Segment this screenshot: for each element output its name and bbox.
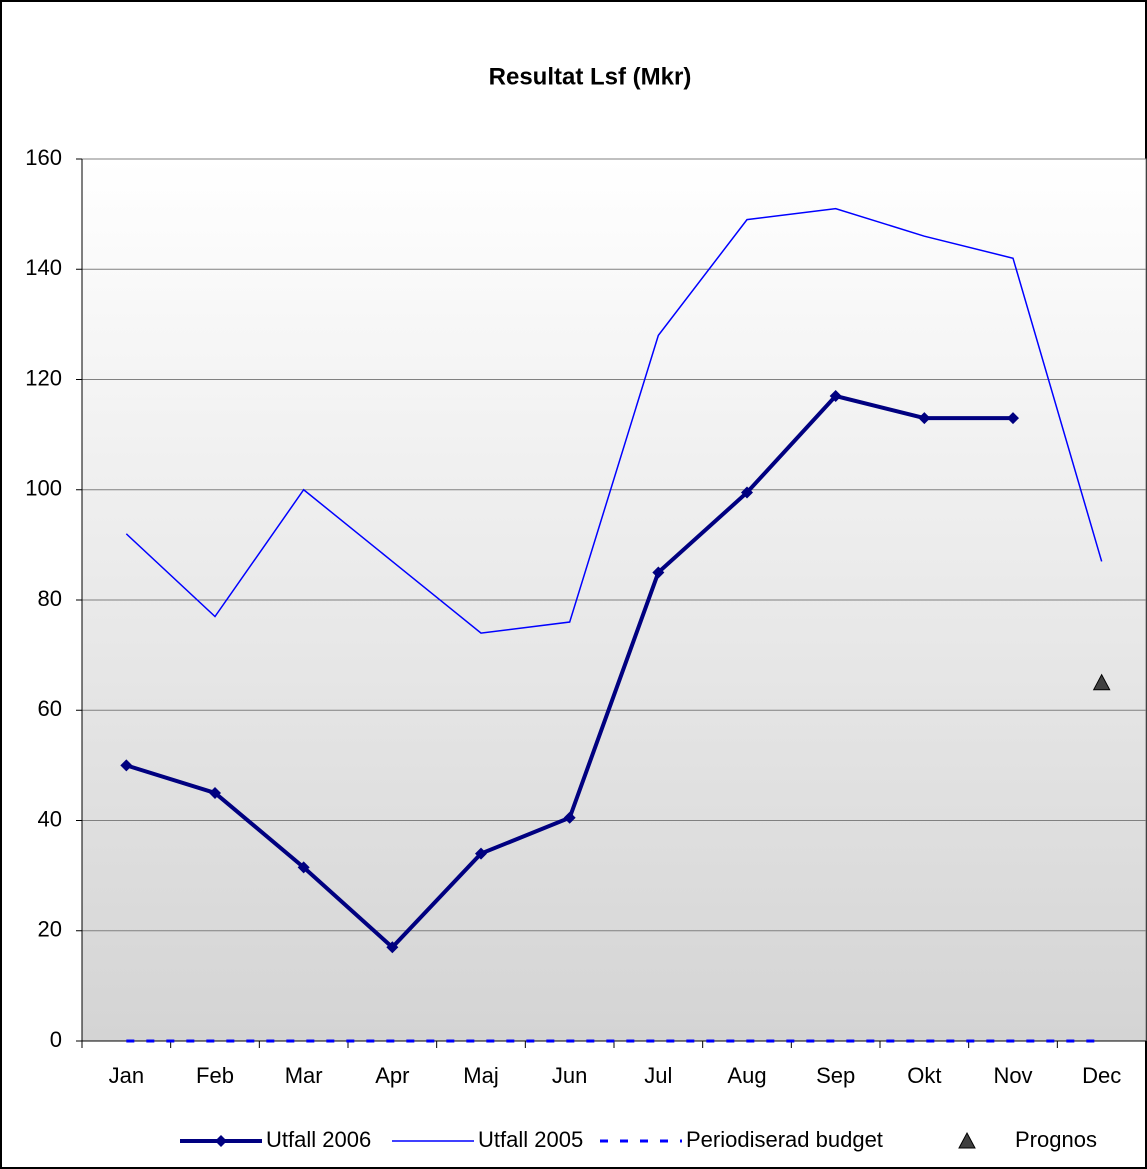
marker <box>209 786 221 799</box>
x-tick-label: Nov <box>993 1063 1032 1088</box>
legend-label: Prognos <box>1015 1127 1097 1152</box>
marker <box>918 412 931 425</box>
y-tick-label: 140 <box>25 255 62 280</box>
marker <box>1007 412 1019 425</box>
marker <box>829 390 842 403</box>
y-tick-label: 20 <box>38 917 62 942</box>
marker <box>652 566 665 579</box>
legend-label: Periodiserad budget <box>686 1127 883 1152</box>
y-tick-label: 160 <box>25 145 62 170</box>
marker <box>563 811 576 824</box>
legend-marker <box>215 1135 227 1147</box>
legend-label: Utfall 2006 <box>266 1127 371 1152</box>
y-tick-label: 60 <box>38 696 62 721</box>
legend-marker <box>958 1131 976 1149</box>
legend-label: Utfall 2005 <box>478 1127 583 1152</box>
y-tick-label: 0 <box>50 1027 62 1052</box>
marker <box>386 941 399 954</box>
x-tick-label: Aug <box>727 1063 766 1088</box>
y-tick-label: 80 <box>38 586 62 611</box>
chart-title: Resultat Lsf (Mkr) <box>489 63 692 90</box>
x-tick-label: Jan <box>109 1063 144 1088</box>
y-tick-label: 120 <box>25 365 62 390</box>
marker <box>741 486 753 499</box>
y-tick-label: 40 <box>38 806 62 831</box>
x-tick-label: Maj <box>463 1063 498 1088</box>
series-line <box>125 207 1103 634</box>
x-tick-label: Feb <box>196 1063 234 1088</box>
x-tick-label: Mar <box>285 1063 323 1088</box>
marker <box>297 861 310 874</box>
marker <box>475 847 487 860</box>
marker <box>120 759 133 772</box>
x-tick-label: Dec <box>1082 1063 1121 1088</box>
marker <box>1092 673 1111 691</box>
x-tick-label: Sep <box>816 1063 855 1088</box>
x-tick-label: Apr <box>375 1063 409 1088</box>
x-tick-label: Okt <box>907 1063 941 1088</box>
x-tick-label: Jul <box>644 1063 672 1088</box>
x-tick-label: Jun <box>552 1063 587 1088</box>
y-tick-label: 100 <box>25 476 62 501</box>
